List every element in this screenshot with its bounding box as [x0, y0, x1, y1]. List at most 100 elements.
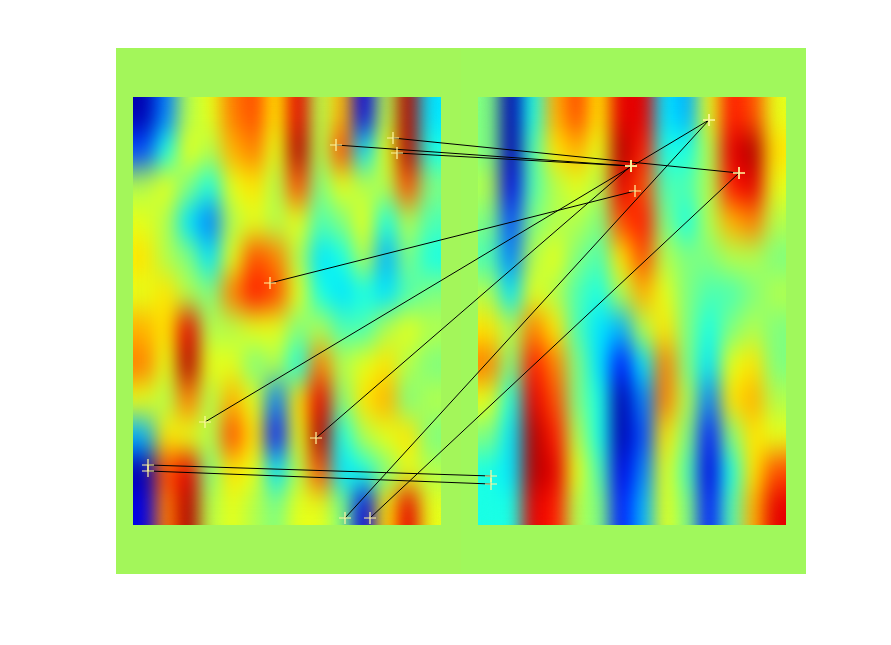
- heatmap-cell: [287, 168, 310, 204]
- heatmap-cell: [397, 489, 420, 525]
- heatmap-cell: [199, 133, 222, 169]
- heatmap-cell: [353, 204, 376, 240]
- heatmap-cell: [397, 275, 420, 311]
- heatmap-cell: [566, 489, 589, 525]
- match-line: [205, 120, 709, 422]
- heatmap-cell: [478, 240, 501, 276]
- heatmap-cell: [544, 489, 567, 525]
- heatmap-cell: [265, 382, 288, 418]
- heatmap-cell: [698, 204, 721, 240]
- heatmap-cell: [654, 347, 677, 383]
- heatmap-cell: [331, 97, 354, 133]
- heatmap-cell: [397, 97, 420, 133]
- heatmap-cells: [133, 97, 441, 525]
- heatmap-cell: [544, 418, 567, 454]
- heatmap-cell: [287, 382, 310, 418]
- heatmap-cell: [588, 454, 611, 490]
- heatmap-cell: [566, 275, 589, 311]
- heatmap-cell: [610, 418, 633, 454]
- heatmap-cell: [742, 489, 765, 525]
- match-line: [270, 191, 635, 283]
- heatmap-cell: [353, 168, 376, 204]
- heatmap-cell: [544, 133, 567, 169]
- heatmap-cell: [419, 97, 441, 133]
- heatmap-cell: [243, 97, 266, 133]
- heatmap-cell: [133, 240, 156, 276]
- heatmap-cell: [419, 382, 441, 418]
- heatmap-cell: [610, 168, 633, 204]
- heatmap-cell: [610, 240, 633, 276]
- heatmap-cell: [720, 311, 743, 347]
- image-background: [461, 48, 806, 574]
- heatmap-cell: [177, 311, 200, 347]
- heatmap-cell: [287, 97, 310, 133]
- heatmap-cell: [522, 311, 545, 347]
- heatmap-cell: [287, 489, 310, 525]
- heatmap-cell: [309, 275, 332, 311]
- heatmap-cell: [375, 204, 398, 240]
- heatmap-cell: [522, 454, 545, 490]
- heatmap-cell: [610, 454, 633, 490]
- heatmap-cell: [632, 418, 655, 454]
- heatmap-cell: [177, 204, 200, 240]
- figure: [0, 0, 891, 645]
- heatmap-cell: [243, 454, 266, 490]
- match-line: [316, 166, 631, 438]
- heatmap-cell: [375, 311, 398, 347]
- heatmap-cell: [265, 204, 288, 240]
- heatmap-cell: [177, 133, 200, 169]
- heatmap-cell: [375, 168, 398, 204]
- heatmap-cell: [133, 347, 156, 383]
- heatmap-cell: [522, 97, 545, 133]
- heatmap-cell: [742, 240, 765, 276]
- heatmap-cell: [375, 275, 398, 311]
- keypoint: [625, 160, 637, 172]
- heatmap-cell: [309, 489, 332, 525]
- heatmap-cell: [221, 168, 244, 204]
- heatmap-cell: [566, 347, 589, 383]
- heatmap-cell: [720, 347, 743, 383]
- heatmap-cell: [133, 97, 156, 133]
- heatmap-cell: [632, 204, 655, 240]
- heatmap-cell: [478, 204, 501, 240]
- heatmap-cell: [500, 489, 523, 525]
- heatmap-cell: [720, 275, 743, 311]
- keypoint: [625, 160, 637, 172]
- heatmap-cell: [500, 275, 523, 311]
- keypoint: [339, 512, 351, 524]
- heatmap-cell: [353, 418, 376, 454]
- heatmap-cell: [309, 97, 332, 133]
- heatmap-cell: [243, 204, 266, 240]
- heatmap-cell: [155, 382, 178, 418]
- heatmap-cell: [632, 454, 655, 490]
- heatmap-cell: [720, 454, 743, 490]
- heatmap-cell: [500, 168, 523, 204]
- heatmap-cell: [544, 311, 567, 347]
- heatmap-cell: [588, 240, 611, 276]
- heatmap-cell: [375, 489, 398, 525]
- heatmap-cell: [720, 204, 743, 240]
- matches: [142, 114, 745, 524]
- heatmap-cell: [654, 311, 677, 347]
- heatmap-cell: [133, 382, 156, 418]
- heatmap-cell: [419, 454, 441, 490]
- heatmap-cell: [478, 454, 501, 490]
- heatmap-cell: [199, 275, 222, 311]
- heatmap-cell: [698, 240, 721, 276]
- heatmap-cells: [478, 97, 786, 525]
- heatmap-cell: [676, 418, 699, 454]
- keypoint: [703, 114, 715, 126]
- heatmap-cell: [133, 454, 156, 490]
- heatmap-cell: [764, 347, 786, 383]
- heatmap-cell: [397, 454, 420, 490]
- heatmap-cell: [353, 489, 376, 525]
- heatmap-cell: [265, 133, 288, 169]
- heatmap-cell: [478, 275, 501, 311]
- match-line: [336, 145, 631, 166]
- heatmap-cell: [610, 382, 633, 418]
- heatmap-cell: [199, 204, 222, 240]
- heatmap-cell: [243, 275, 266, 311]
- heatmap-cell: [375, 418, 398, 454]
- heatmap-cell: [544, 97, 567, 133]
- heatmap-cell: [353, 311, 376, 347]
